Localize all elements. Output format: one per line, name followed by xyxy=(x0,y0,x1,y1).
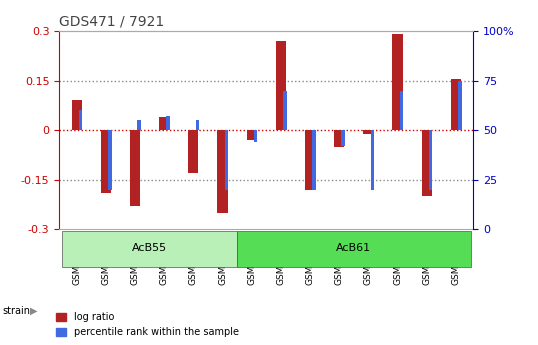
Bar xyxy=(283,90,287,130)
Bar xyxy=(79,110,82,130)
Bar xyxy=(422,130,432,196)
Text: AcB61: AcB61 xyxy=(336,244,371,254)
Bar xyxy=(130,130,140,206)
Legend: log ratio, percentile rank within the sample: log ratio, percentile rank within the sa… xyxy=(53,309,242,340)
Bar xyxy=(371,130,374,190)
Bar xyxy=(101,130,111,193)
Bar xyxy=(393,34,403,130)
Text: strain: strain xyxy=(3,306,31,315)
Bar xyxy=(334,130,344,147)
Bar xyxy=(72,100,82,130)
Bar xyxy=(159,117,169,130)
Bar xyxy=(451,79,461,130)
Text: GDS471 / 7921: GDS471 / 7921 xyxy=(59,14,165,29)
FancyBboxPatch shape xyxy=(237,231,471,267)
Text: ▶: ▶ xyxy=(30,306,37,315)
Bar xyxy=(246,130,257,140)
Bar xyxy=(305,130,315,190)
Bar xyxy=(458,81,462,130)
Bar xyxy=(188,130,199,173)
Bar xyxy=(166,116,170,130)
Text: AcB55: AcB55 xyxy=(132,244,167,254)
Bar xyxy=(108,130,111,190)
Bar xyxy=(196,120,199,130)
Bar xyxy=(137,120,141,130)
Bar xyxy=(342,130,345,146)
FancyBboxPatch shape xyxy=(62,231,237,267)
Bar xyxy=(217,130,228,213)
Bar xyxy=(225,130,228,190)
Bar xyxy=(429,130,433,190)
Bar xyxy=(276,41,286,130)
Bar xyxy=(312,130,316,190)
Bar xyxy=(254,130,257,142)
Bar xyxy=(400,90,404,130)
Bar xyxy=(363,130,373,134)
